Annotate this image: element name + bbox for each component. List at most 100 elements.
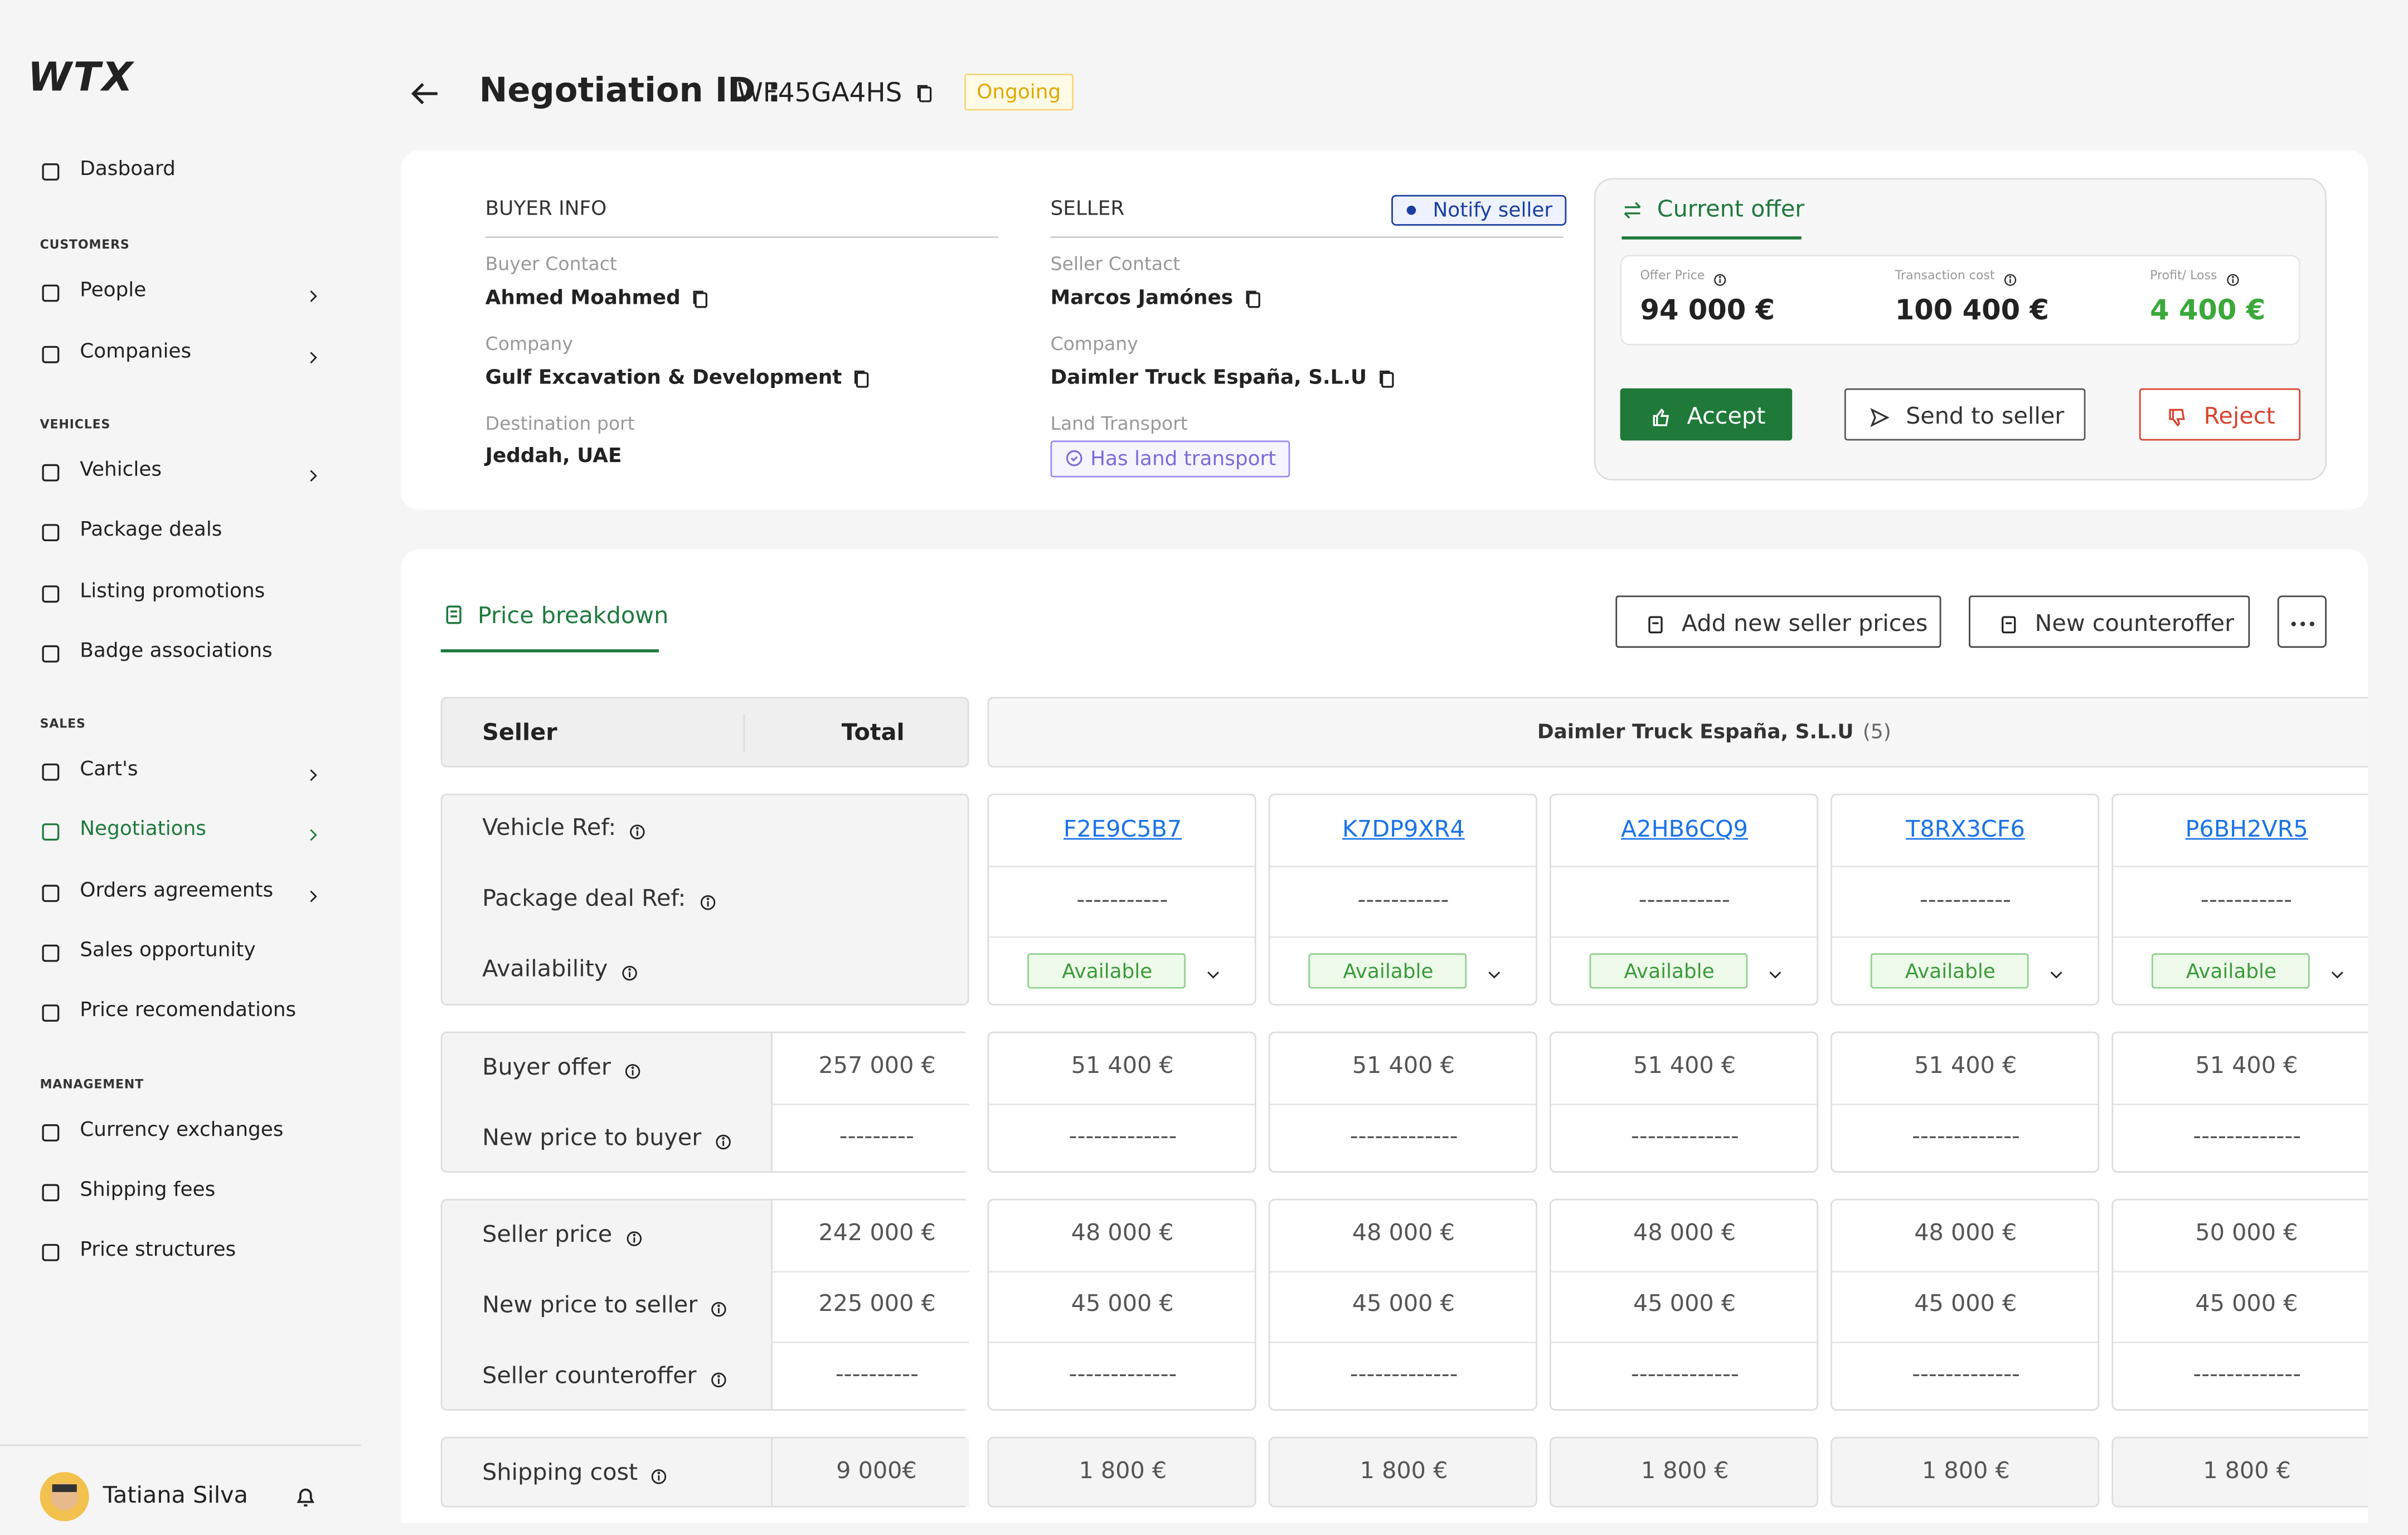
info-icon: [620, 959, 639, 981]
nav-icon: [40, 642, 62, 663]
section-heading: SELLER: [1050, 198, 1125, 221]
row-rule: [1832, 1341, 2098, 1343]
metric-label: Offer Price: [1640, 268, 1705, 283]
nav-item[interactable]: Price structures: [80, 1238, 236, 1262]
nav-item[interactable]: Shipping fees: [80, 1178, 216, 1202]
cell-value: 48 000 €: [1071, 1218, 1174, 1247]
chevron-down: [1204, 961, 1222, 979]
vehicle-ref[interactable]: T8RX3CF6: [1906, 815, 2025, 843]
row-rule: [1551, 1104, 1817, 1105]
row-rule: [1270, 1271, 1536, 1273]
package-ref: -----------: [1357, 886, 1449, 914]
vehicle-ref[interactable]: P6BH2VR5: [2185, 815, 2308, 843]
accept-button[interactable]: Accept: [1620, 388, 1793, 441]
nav-icon: [40, 460, 62, 482]
section-title: VEHICLES: [40, 417, 111, 431]
reject-button[interactable]: Reject: [2139, 388, 2301, 441]
availability: Available: [1905, 961, 1996, 984]
availability-chip[interactable]: Available: [1589, 953, 1748, 989]
vehicle-ref[interactable]: K7DP9XR4: [1342, 815, 1465, 843]
metric-value: 100 400 €: [1895, 294, 2049, 327]
cell-value: 51 400 €: [2195, 1051, 2298, 1080]
nav-item[interactable]: Package deals: [80, 519, 222, 542]
section-heading: BUYER INFO: [485, 198, 607, 221]
vehicle-column: F2E9C5B7 ----------- Available: [987, 793, 1256, 1005]
vehicle-ref[interactable]: A2HB6CQ9: [1621, 815, 1748, 843]
page-title: Negotiation ID :: [479, 72, 781, 111]
row-total: ---------: [839, 1122, 914, 1150]
vehicle-column: P6BH2VR5 ----------- Available: [2111, 793, 2368, 1005]
seller-name: Daimler Truck España, S.L.U: [1537, 721, 1854, 745]
cell-value: 51 400 €: [1633, 1051, 1736, 1080]
vehicle-ref[interactable]: F2E9C5B7: [1063, 815, 1182, 843]
nav-item[interactable]: Vehicles: [80, 459, 162, 482]
nav-item[interactable]: Currency exchanges: [80, 1118, 284, 1141]
more-button[interactable]: [2277, 595, 2327, 648]
button-icon: [1998, 613, 2019, 634]
nav-icon: [40, 1241, 62, 1262]
cell-value: -------------: [1630, 1360, 1739, 1388]
cell-value: 45 000 €: [1071, 1289, 1174, 1317]
negotiation-id: WF45GA4HS: [737, 78, 902, 109]
cell-value: 48 000 €: [1352, 1218, 1455, 1247]
value-column: 1 800 €: [2111, 1436, 2368, 1508]
seller-count: (5): [1862, 721, 1891, 745]
availability: Available: [2186, 961, 2277, 984]
row-rule: [771, 1104, 969, 1105]
availability: Available: [1624, 961, 1715, 984]
nav-icon: [40, 760, 62, 781]
cell-value: 50 000 €: [2195, 1218, 2298, 1247]
availability-chip[interactable]: Available: [1027, 953, 1186, 989]
back-arrow: [409, 77, 443, 111]
header-seller: Seller: [482, 718, 557, 746]
land-transport-badge: Has land transport: [1050, 440, 1290, 478]
nav-item[interactable]: People: [80, 280, 147, 303]
nav-item[interactable]: Badge associations: [80, 639, 273, 663]
availability-chip[interactable]: Available: [2151, 953, 2310, 989]
offer-title: Current offer: [1657, 195, 1805, 223]
button-icon: [1645, 613, 1667, 634]
info-card: BUYER INFO Buyer Contact Ahmed Moahmed Comp…: [401, 150, 2368, 510]
nav-item[interactable]: Price recomendations: [80, 999, 297, 1023]
chevron: [304, 343, 323, 363]
value-column: 51 400 € -------------: [1831, 1031, 2100, 1173]
package-ref: -----------: [1638, 886, 1730, 914]
row-rule: [989, 866, 1255, 868]
tab-label[interactable]: Price breakdown: [477, 601, 669, 630]
label-panel: Seller price 242 000 € New price to seller…: [440, 1198, 969, 1411]
row-rule: [2113, 1341, 2368, 1343]
send-button[interactable]: Send to seller: [1844, 388, 2086, 441]
action-button[interactable]: Add new seller prices: [1615, 595, 1941, 648]
field-label: Company: [485, 333, 573, 355]
field-value: Ahmed Moahmed: [485, 286, 681, 310]
nav-item[interactable]: Companies: [80, 340, 192, 363]
nav-item[interactable]: Orders agreements: [80, 879, 274, 902]
nav-item[interactable]: Dasboard: [80, 158, 176, 181]
section-title: SALES: [40, 717, 86, 731]
copy-icon: [914, 81, 935, 103]
header-divider: [743, 713, 745, 752]
nav-item[interactable]: Sales opportunity: [80, 939, 256, 963]
notify-button[interactable]: Notify seller: [1391, 195, 1566, 226]
availability-chip[interactable]: Available: [1308, 953, 1467, 989]
action-button[interactable]: New counteroffer: [1969, 595, 2250, 648]
dot: [2300, 621, 2305, 626]
value-column: 1 800 €: [1831, 1436, 2100, 1508]
value-column: 51 400 € -------------: [1268, 1031, 1537, 1173]
cell-value: -------------: [1349, 1360, 1458, 1388]
heading-rule: [485, 236, 998, 238]
value-column: 50 000 € 45 000 € -------------: [2111, 1198, 2368, 1411]
cell-value: 1 800 €: [1640, 1456, 1729, 1485]
row-rule: [1832, 1104, 2098, 1105]
nav-item[interactable]: Negotiations: [80, 818, 206, 842]
nav-item[interactable]: Listing promotions: [80, 579, 265, 603]
nav-item[interactable]: Cart's: [80, 758, 138, 782]
availability-chip[interactable]: Available: [1870, 953, 2029, 989]
vehicle-column: T8RX3CF6 ----------- Available: [1831, 793, 2100, 1005]
field-label: Land Transport: [1050, 412, 1188, 435]
package-ref: -----------: [2201, 886, 2293, 914]
field-value: Daimler Truck España, S.L.U: [1050, 367, 1367, 390]
button-icon: [1650, 405, 1672, 427]
row-total: ----------: [835, 1360, 919, 1388]
